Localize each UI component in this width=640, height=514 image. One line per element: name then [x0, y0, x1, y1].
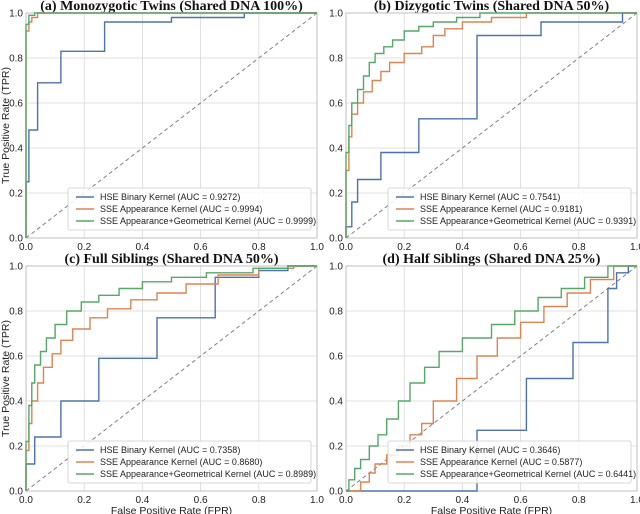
- panel-a: (a) Monozygotic Twins (Shared DNA 100%) 0…: [0, 0, 324, 253]
- panel-b-ytick-label: 0.0: [329, 234, 343, 245]
- panel-b-xtick-label: 0.0: [339, 242, 353, 253]
- panel-b-xtick-label: 0.6: [514, 242, 528, 253]
- panel-c-chance-line: [25, 265, 318, 492]
- panel-c-legend-box: [67, 440, 312, 484]
- panel-b-ytick-label: 0.8: [329, 54, 343, 65]
- panel-a-legend-label-app: SSE Appearance Kernel (AUC = 0.9994): [100, 204, 262, 214]
- panel-c-xlabel: False Positive Rate (FPR): [111, 505, 232, 514]
- panel-a-legend-label-geo: SSE Appearance+Geometrical Kernel (AUC =…: [100, 216, 316, 226]
- panel-d-ytick-label: 1.0: [329, 262, 343, 273]
- panel-c-xtick-label: 0.6: [194, 495, 208, 506]
- panel-a-series-app: [25, 12, 317, 238]
- panel-a-ytick-label: 0.6: [9, 99, 23, 110]
- panel-b-legend-box: [387, 187, 632, 231]
- panel-d-xtick-label: 0.0: [339, 495, 353, 506]
- panel-b-series-hse: [345, 12, 637, 238]
- panel-c-legend-label-app: SSE Appearance Kernel (AUC = 0.8680): [100, 457, 262, 467]
- panel-c-frame: [25, 265, 318, 492]
- panel-d-series-geo: [346, 265, 637, 492]
- panel-b-title: (b) Dizygotic Twins (Shared DNA 50%): [374, 0, 610, 14]
- panel-d-legend-label-hse: HSE Binary Kernel (AUC = 0.3646): [420, 445, 560, 455]
- panel-d-xtick-label: 0.6: [514, 495, 528, 506]
- panel-b-xtick-label: 1.0: [630, 242, 640, 253]
- panel-d-ytick-label: 0.0: [329, 487, 343, 498]
- panel-d: (d) Half Siblings (Shared DNA 25%) 0.00.0…: [329, 252, 640, 514]
- panel-c-series-geo: [25, 265, 317, 491]
- panel-c-ytick-label: 0.8: [9, 307, 23, 318]
- panel-c-ytick-label: 0.2: [9, 442, 23, 453]
- panel-a-ytick-label: 0.0: [9, 234, 23, 245]
- panel-c-ylabel: True Positive Rate (TPR): [0, 320, 12, 437]
- panel-c-xtick-label: 0.2: [77, 495, 91, 506]
- panel-a-xtick-label: 0.8: [252, 242, 266, 253]
- panel-a-xtick-label: 0.0: [19, 242, 33, 253]
- panel-c-series-hse: [25, 265, 317, 491]
- panel-a-xtick-label: 0.2: [77, 242, 91, 253]
- panel-d-ytick-label: 0.2: [329, 442, 343, 453]
- panel-b-xtick-label: 0.4: [455, 242, 469, 253]
- panel-d-ytick-label: 0.4: [329, 397, 343, 408]
- panel-d-xtick-label: 1.0: [630, 495, 640, 506]
- panel-a-ytick-label: 0.8: [9, 54, 23, 65]
- panel-a-chance-line: [25, 12, 318, 239]
- panel-c-ytick-label: 0.4: [9, 397, 23, 408]
- panel-c-ytick-label: 0.6: [9, 352, 23, 363]
- panel-b-series-geo: [345, 12, 637, 238]
- panel-b-legend-label-app: SSE Appearance Kernel (AUC = 0.9181): [420, 204, 582, 214]
- panel-d-xtick-label: 0.2: [397, 495, 411, 506]
- panel-a-series-geo: [25, 12, 317, 238]
- panel-b-legend-label-hse: HSE Binary Kernel (AUC = 0.7541): [420, 192, 560, 202]
- panel-b-xtick-label: 0.8: [572, 242, 586, 253]
- panel-d-ytick-label: 0.8: [329, 307, 343, 318]
- panel-a-legend-label-hse: HSE Binary Kernel (AUC = 0.9272): [100, 192, 240, 202]
- panel-d-series-hse: [346, 265, 637, 492]
- panel-b: (b) Dizygotic Twins (Shared DNA 50%)0.00…: [329, 0, 640, 253]
- panel-b-ytick-label: 1.0: [329, 9, 343, 20]
- panel-c-ytick-label: 0.0: [9, 487, 23, 498]
- panel-d-xlabel: False Positive Rate (FPR): [431, 505, 552, 514]
- panel-a-ytick-label: 0.4: [9, 144, 23, 155]
- panel-d-ytick-label: 0.6: [329, 352, 343, 363]
- panel-c-xtick-label: 0.8: [252, 495, 266, 506]
- panel-d-xtick-label: 0.4: [455, 495, 469, 506]
- panel-a-ytick-label: 0.2: [9, 189, 23, 200]
- panel-a-legend-box: [67, 187, 312, 231]
- panel-d-frame: [345, 265, 638, 492]
- panel-b-chance-line: [345, 12, 638, 239]
- panel-d-chance-line: [345, 265, 638, 492]
- panel-b-xtick-label: 0.2: [397, 242, 411, 253]
- panel-b-legend-label-geo: SSE Appearance+Geometrical Kernel (AUC =…: [420, 216, 636, 226]
- panel-d-series-app: [346, 265, 637, 492]
- panel-a-ylabel: True Positive Rate (TPR): [0, 67, 12, 184]
- panel-d-title: (d) Half Siblings (Shared DNA 25%): [383, 252, 601, 267]
- panel-c-legend-label-geo: SSE Appearance+Geometrical Kernel (AUC =…: [100, 469, 316, 479]
- panel-d-legend-label-geo: SSE Appearance+Geometrical Kernel (AUC =…: [420, 469, 636, 479]
- panel-a-xtick-label: 0.4: [135, 242, 149, 253]
- panel-c-xtick-label: 0.4: [135, 495, 149, 506]
- panel-a-title: (a) Monozygotic Twins (Shared DNA 100%): [40, 0, 303, 14]
- panel-a-series-hse: [25, 12, 317, 238]
- panel-a-xtick-label: 1.0: [310, 242, 324, 253]
- panel-c-xtick-label: 1.0: [310, 495, 324, 506]
- panel-c-xtick-label: 0.0: [19, 495, 33, 506]
- panel-c-ytick-label: 1.0: [9, 262, 23, 273]
- panel-c: (c) Full Siblings (Shared DNA 50%) 0.00.0…: [0, 252, 324, 514]
- panel-c-title: (c) Full Siblings (Shared DNA 50%): [64, 252, 278, 267]
- panel-c-legend-label-hse: HSE Binary Kernel (AUC = 0.7358): [100, 445, 240, 455]
- panel-d-xtick-label: 0.8: [572, 495, 586, 506]
- panel-a-xtick-label: 0.6: [194, 242, 208, 253]
- panel-b-ytick-label: 0.2: [329, 189, 343, 200]
- panel-d-legend-box: [387, 440, 632, 484]
- panel-b-ytick-label: 0.6: [329, 99, 343, 110]
- panel-d-legend-label-app: SSE Appearance Kernel (AUC = 0.5877): [420, 457, 582, 467]
- panel-a-ytick-label: 1.0: [9, 9, 23, 20]
- panel-c-series-app: [25, 265, 317, 491]
- panel-b-ytick-label: 0.4: [329, 144, 343, 155]
